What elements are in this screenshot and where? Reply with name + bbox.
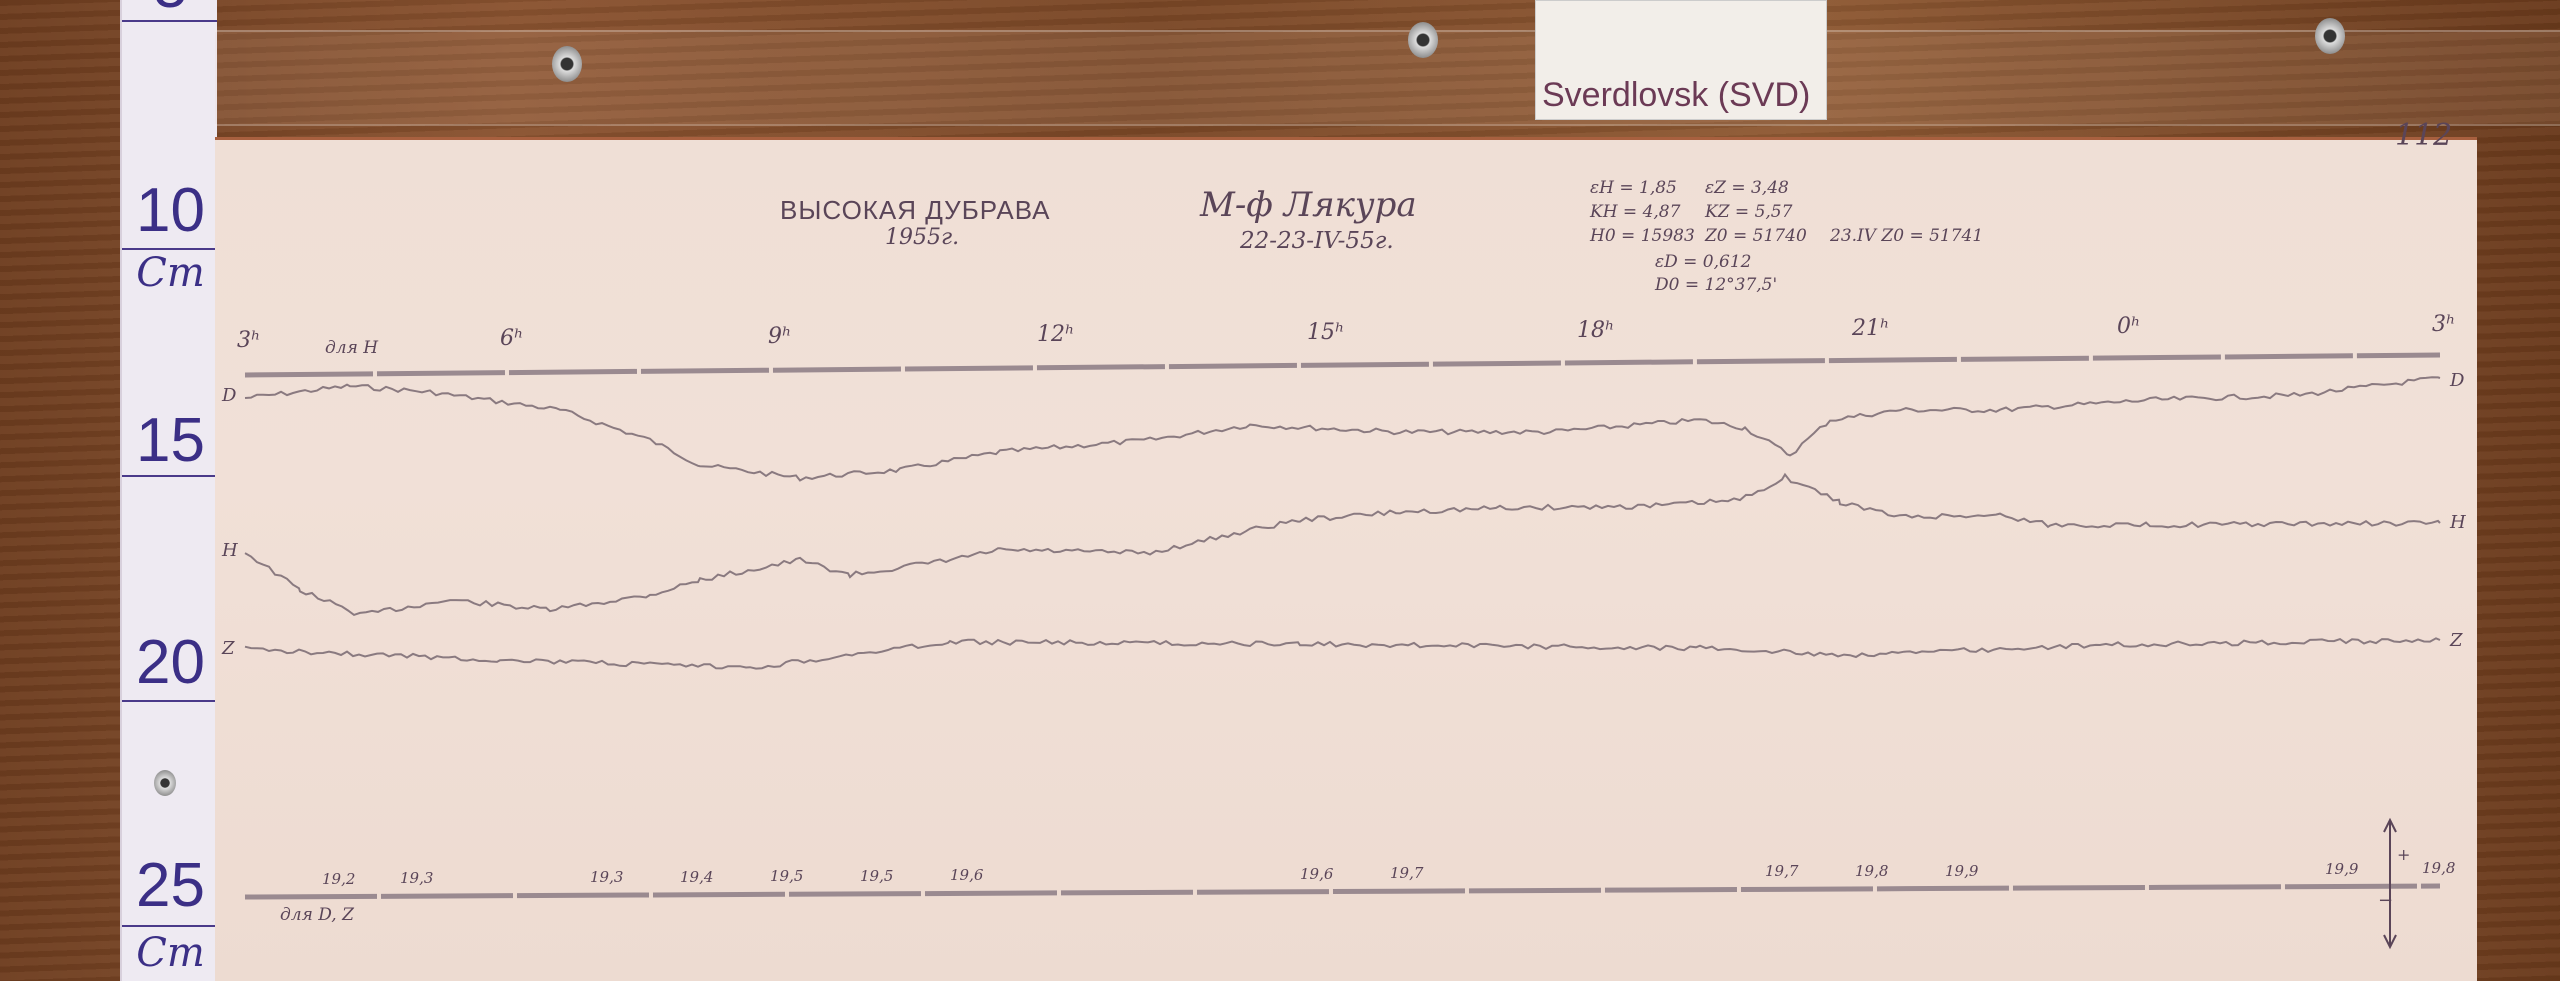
instrument: М-ф Лякура — [1200, 185, 1417, 225]
ruler-unit-bottom: Cm — [136, 930, 205, 976]
ruler-label-20: 20 — [136, 628, 205, 697]
temperature-label: 19,3 — [400, 869, 434, 888]
trace-label-d-left: D — [222, 385, 237, 406]
temperature-label: 19,4 — [680, 867, 714, 886]
hour-label: 15ʰ — [1307, 320, 1345, 345]
temperature-label: 19,7 — [1390, 864, 1424, 883]
page-number: 112 — [2395, 118, 2453, 153]
hour-label: 12ʰ — [1037, 322, 1075, 347]
baseline-note-h: для H — [325, 338, 379, 358]
hour-label: 3ʰ — [2432, 312, 2456, 337]
station-card: Sverdlovsk (SVD) — [1535, 0, 1827, 120]
year: 1955г. — [885, 225, 960, 250]
time-baseline — [244, 352, 2441, 378]
temperature-label: 19,6 — [950, 866, 984, 885]
trace-label-z-left: Z — [222, 638, 235, 659]
trace-label-d-right: D — [2450, 370, 2465, 391]
baseline-note-dz: для D, Z — [280, 905, 354, 925]
hour-label: 3ʰ — [237, 328, 261, 353]
temperature-label: 19,5 — [860, 866, 894, 885]
arrow-down-icon — [2383, 934, 2397, 950]
screw-icon — [1408, 22, 1438, 58]
hour-label: 9ʰ — [768, 324, 792, 349]
trace-label-h-right: H — [2450, 512, 2466, 533]
h-trace — [244, 472, 2441, 617]
param-h0: H0 = 15983 — [1590, 226, 1695, 246]
temperature-label: 19,8 — [2422, 859, 2456, 878]
param-k-h: KH = 4,87 — [1590, 202, 1681, 222]
hour-label: 21ʰ — [1852, 316, 1890, 341]
param-eps-h: εH = 1,85 — [1590, 178, 1677, 198]
trace-label-z-right: Z — [2450, 630, 2463, 651]
temperature-label: 19,9 — [2325, 859, 2359, 878]
hour-label: 6ʰ — [500, 326, 524, 351]
magnetogram-sheet — [215, 140, 2477, 981]
hour-label: 0ʰ — [2117, 314, 2141, 339]
ruler-label-10: 10 — [136, 176, 205, 245]
temperature-label: 19,5 — [770, 867, 804, 886]
temperature-label: 19,9 — [1945, 861, 1979, 880]
ruler-label-5: 5 — [128, 0, 213, 18]
station-card-label: Sverdlovsk (SVD) — [1542, 76, 1811, 114]
polarity-plus: + — [2397, 845, 2411, 864]
param-d0: D0 = 12°37,5' — [1655, 275, 1778, 295]
param-eps-d: εD = 0,612 — [1655, 252, 1752, 272]
temperature-label: 19,3 — [590, 868, 624, 887]
temperature-label: 19,2 — [322, 869, 356, 888]
z-trace — [244, 637, 2441, 670]
plexiglass-strip — [215, 30, 2560, 126]
screw-icon — [552, 46, 582, 82]
ruler: 5 10 Cm 15 20 25 Cm — [120, 0, 217, 981]
ruler-hole-icon — [154, 770, 176, 796]
ruler-unit: Cm — [136, 250, 205, 296]
param-k-z: KZ = 5,57 — [1705, 202, 1793, 222]
station-title: ВЫСОКАЯ ДУБРАВА — [780, 195, 1051, 225]
dz-baseline — [244, 883, 2441, 900]
temperature-label: 19,7 — [1765, 862, 1799, 881]
param-eps-z: εZ = 3,48 — [1705, 178, 1789, 198]
param-z0: Z0 = 51740 — [1705, 226, 1807, 246]
temperature-label: 19,6 — [1300, 864, 1334, 883]
ruler-label-15: 15 — [136, 406, 205, 475]
arrow-up-icon — [2383, 817, 2397, 833]
d-trace — [244, 376, 2441, 482]
date: 22-23-IV-55г. — [1240, 228, 1394, 254]
ruler-label-25: 25 — [136, 851, 205, 920]
screw-icon — [2315, 18, 2345, 54]
temperature-label: 19,8 — [1855, 861, 1889, 880]
trace-label-h-left: H — [222, 540, 238, 561]
param-z0-23: 23.IV Z0 = 51741 — [1830, 226, 1984, 246]
hour-label: 18ʰ — [1577, 318, 1615, 343]
